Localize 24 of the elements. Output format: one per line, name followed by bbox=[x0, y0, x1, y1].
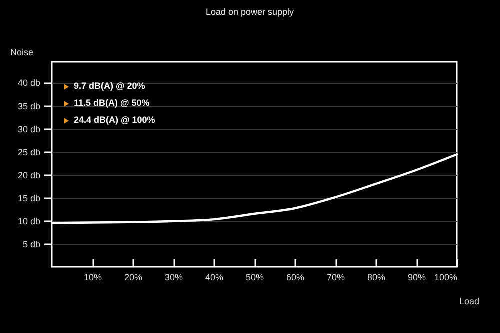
x-tick-label: 10% bbox=[84, 272, 102, 282]
annotation: 24.4 dB(A) @ 100% bbox=[74, 114, 156, 127]
y-tick-label: 40 db bbox=[18, 78, 40, 88]
annotation: 9.7 dB(A) @ 20% bbox=[74, 80, 146, 93]
y-tick-label: 10 db bbox=[18, 216, 40, 226]
y-tick-label: 20 db bbox=[18, 170, 40, 180]
y-tick-label: 35 db bbox=[18, 101, 40, 112]
y-axis-title: Noise bbox=[10, 48, 34, 58]
x-tick-label: 30% bbox=[164, 272, 184, 282]
y-tick-label: 25 db bbox=[18, 147, 40, 158]
x-tick-label: 50% bbox=[246, 272, 264, 282]
x-tick-label: 70% bbox=[326, 272, 346, 282]
x-tick-label: 80% bbox=[367, 272, 386, 282]
x-tick-label: 100% bbox=[434, 272, 458, 282]
x-tick-label: 90% bbox=[408, 272, 426, 282]
annotation: 11.5 dB(A) @ 50% bbox=[74, 97, 150, 110]
x-tick-label: 40% bbox=[205, 272, 224, 282]
y-tick-label: 30 db bbox=[18, 124, 40, 134]
x-tick-label: 20% bbox=[124, 272, 143, 282]
y-tick-label: 5 db bbox=[22, 239, 40, 250]
y-tick-label: 15 db bbox=[18, 193, 40, 204]
chart-title: Load on power supply bbox=[204, 7, 296, 17]
x-tick-label: 60% bbox=[286, 272, 305, 282]
x-axis-title: Load bbox=[459, 296, 480, 306]
